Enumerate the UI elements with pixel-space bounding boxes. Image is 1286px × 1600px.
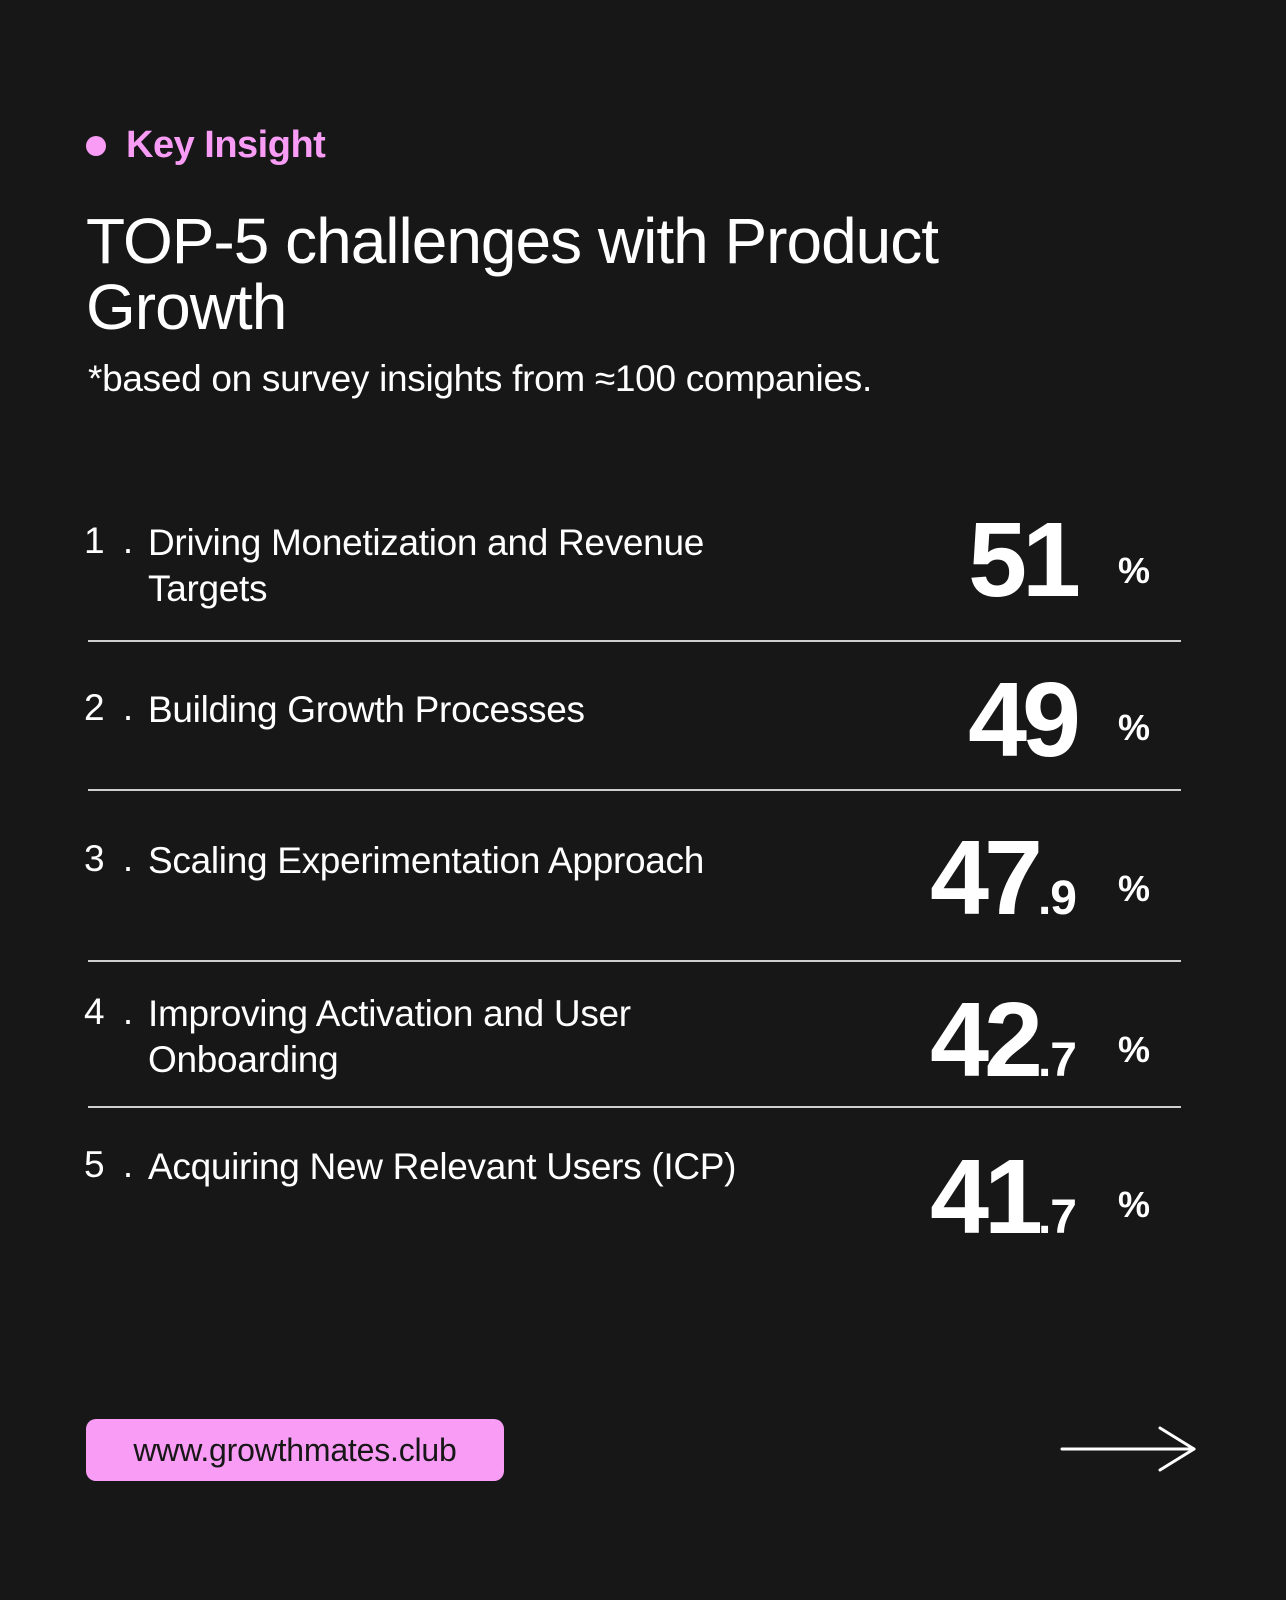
website-link[interactable]: www.growthmates.club: [86, 1419, 504, 1481]
item-label: Driving Monetization and Revenue Targets: [148, 522, 705, 609]
divider: [88, 789, 1181, 791]
item-value: 51: [968, 507, 1081, 613]
item-value: 41.7: [930, 1144, 1077, 1250]
item-value-integer: 42: [930, 981, 1043, 1099]
item-value-integer: 41: [930, 1138, 1043, 1256]
divider: [88, 1106, 1181, 1108]
key-insight-tag: Key Insight: [86, 124, 326, 167]
item-unit: %: [1118, 707, 1151, 748]
item-value: 42.7: [930, 987, 1077, 1093]
divider: [88, 640, 1181, 642]
item-value-decimal: .7: [1037, 1034, 1077, 1087]
item-unit: %: [1118, 1029, 1151, 1070]
item-value-integer: 51: [968, 501, 1081, 619]
item-value: 49: [968, 667, 1081, 773]
item-value-decimal: .7: [1037, 1191, 1077, 1244]
eyebrow-label: Key Insight: [126, 124, 326, 166]
bullet-dot-icon: [86, 135, 106, 156]
item-value-integer: 49: [968, 661, 1081, 779]
item-value-decimal: .9: [1037, 872, 1077, 925]
item-unit: %: [1118, 868, 1151, 909]
divider: [88, 960, 1181, 962]
item-number: 5 .: [84, 1144, 138, 1185]
item-unit: %: [1118, 550, 1151, 591]
item-value: 47.9: [930, 825, 1077, 931]
item-label: Scaling Experimentation Approach: [148, 840, 705, 881]
page-subtitle: *based on survey insights from ≈100 comp…: [88, 358, 872, 399]
item-label: Improving Activation and User Onboarding: [148, 993, 631, 1080]
item-label: Building Growth Processes: [148, 689, 585, 730]
item-number: 4 .: [84, 991, 138, 1032]
item-value-integer: 47: [930, 819, 1043, 937]
item-number: 2 .: [84, 687, 138, 728]
item-number: 1 .: [84, 520, 138, 561]
item-unit: %: [1118, 1184, 1151, 1225]
page-title: TOP-5 challenges with Product Growth: [86, 205, 939, 343]
arrow-right-icon[interactable]: [1060, 1424, 1200, 1474]
item-label: Acquiring New Relevant Users (ICP): [148, 1146, 737, 1187]
item-number: 3 .: [84, 838, 138, 879]
